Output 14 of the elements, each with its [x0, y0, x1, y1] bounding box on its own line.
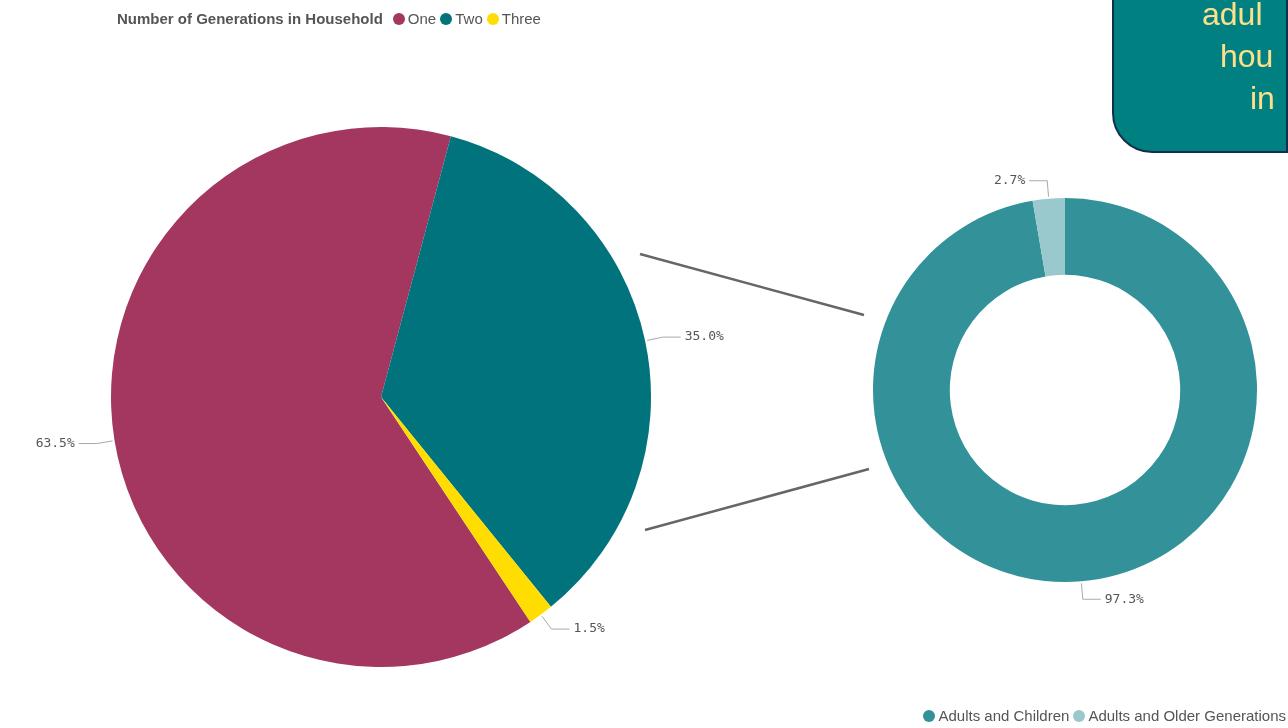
legend-label: One: [407, 10, 437, 27]
legend-label: Adults and Older Generations: [1088, 707, 1286, 724]
text: in: [1250, 79, 1275, 118]
text: adul: [1202, 0, 1263, 34]
legend-title: Number of Generations in Household: [117, 10, 383, 27]
legend-label: Two: [455, 10, 483, 27]
data-label: 2.7%: [993, 172, 1026, 188]
data-label: 1.5%: [573, 620, 605, 636]
text: hou: [1220, 37, 1274, 76]
data-label: 97.3%: [1104, 590, 1145, 606]
data-label: 35.0%: [684, 328, 725, 344]
data-label: 63.5%: [35, 434, 75, 450]
legend-label: Adults and Children: [938, 707, 1070, 724]
legend-label: Three: [501, 10, 541, 27]
